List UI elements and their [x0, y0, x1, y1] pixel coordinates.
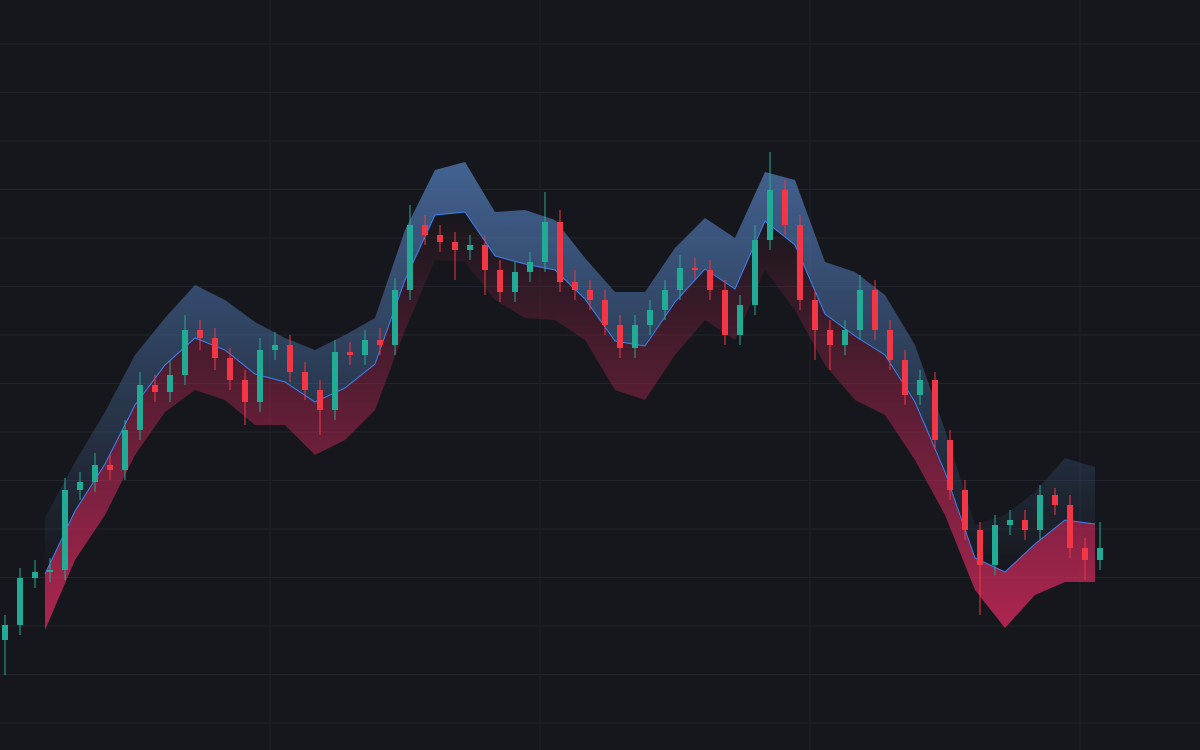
candle-body	[32, 572, 38, 578]
candle-body	[47, 570, 53, 572]
candle-body	[482, 245, 488, 270]
candle-body	[122, 430, 128, 470]
upper-band	[45, 162, 1095, 574]
candle-body	[977, 530, 983, 565]
candle-body	[242, 380, 248, 402]
candle-body	[842, 330, 848, 345]
candle-body	[302, 372, 308, 390]
candle-body	[317, 390, 323, 410]
candle-body	[932, 380, 938, 440]
candle-body	[392, 290, 398, 345]
candle-body	[752, 240, 758, 305]
candle-body	[227, 358, 233, 380]
candle-body	[182, 330, 188, 375]
candle-body	[797, 225, 803, 300]
candle-body	[272, 345, 278, 350]
candle-body	[1067, 505, 1073, 548]
candle-body	[377, 340, 383, 345]
candle-body	[587, 290, 593, 300]
candle-body	[767, 190, 773, 240]
candle-body	[1052, 495, 1058, 505]
candle-body	[812, 300, 818, 330]
candle-body	[2, 625, 8, 640]
candle-body	[197, 330, 203, 338]
candle-body	[452, 242, 458, 250]
candle-body	[632, 325, 638, 348]
candle-body	[707, 270, 713, 290]
middle-line	[44, 211, 1096, 575]
candle-body	[467, 245, 473, 250]
candle-body	[557, 222, 563, 282]
candle-body	[407, 225, 413, 290]
candle-body	[782, 190, 788, 225]
candle-body	[92, 465, 98, 482]
candle-body	[917, 380, 923, 395]
candle-body	[437, 235, 443, 242]
candle-body	[857, 290, 863, 330]
candle-body	[77, 482, 83, 490]
candle-body	[512, 272, 518, 292]
candle-body	[827, 330, 833, 345]
candle-body	[62, 490, 68, 570]
candle-body	[947, 440, 953, 490]
candle-body	[347, 352, 353, 355]
candle-body	[692, 268, 698, 270]
candle-body	[677, 268, 683, 290]
candle-body	[572, 282, 578, 290]
candle-body	[422, 225, 428, 235]
lower-band	[45, 212, 1095, 630]
candle-body	[902, 360, 908, 395]
candle-body	[287, 345, 293, 372]
candle-body	[152, 385, 158, 392]
candle-body	[887, 330, 893, 360]
candle-body	[992, 525, 998, 565]
candle-body	[257, 350, 263, 402]
candle-body	[1037, 495, 1043, 530]
candle-body	[962, 490, 968, 530]
candle-body	[17, 578, 23, 625]
candle-body	[1097, 548, 1103, 560]
candle-body	[107, 465, 113, 470]
candle-body	[137, 385, 143, 430]
candle-body	[617, 325, 623, 348]
candle-body	[662, 290, 668, 310]
candle-body	[737, 305, 743, 335]
candle-body	[1022, 520, 1028, 530]
candle-body	[602, 300, 608, 325]
candle-body	[332, 352, 338, 410]
candle-body	[527, 262, 533, 272]
candle-body	[212, 338, 218, 358]
candle-body	[647, 310, 653, 325]
candle-body	[497, 270, 503, 292]
candle-body	[722, 290, 728, 335]
candle-body	[362, 340, 368, 355]
candle-body	[167, 375, 173, 392]
candle-body	[1007, 520, 1013, 525]
candle-body	[542, 222, 548, 262]
candle-body	[1082, 548, 1088, 560]
candle-body	[872, 290, 878, 330]
